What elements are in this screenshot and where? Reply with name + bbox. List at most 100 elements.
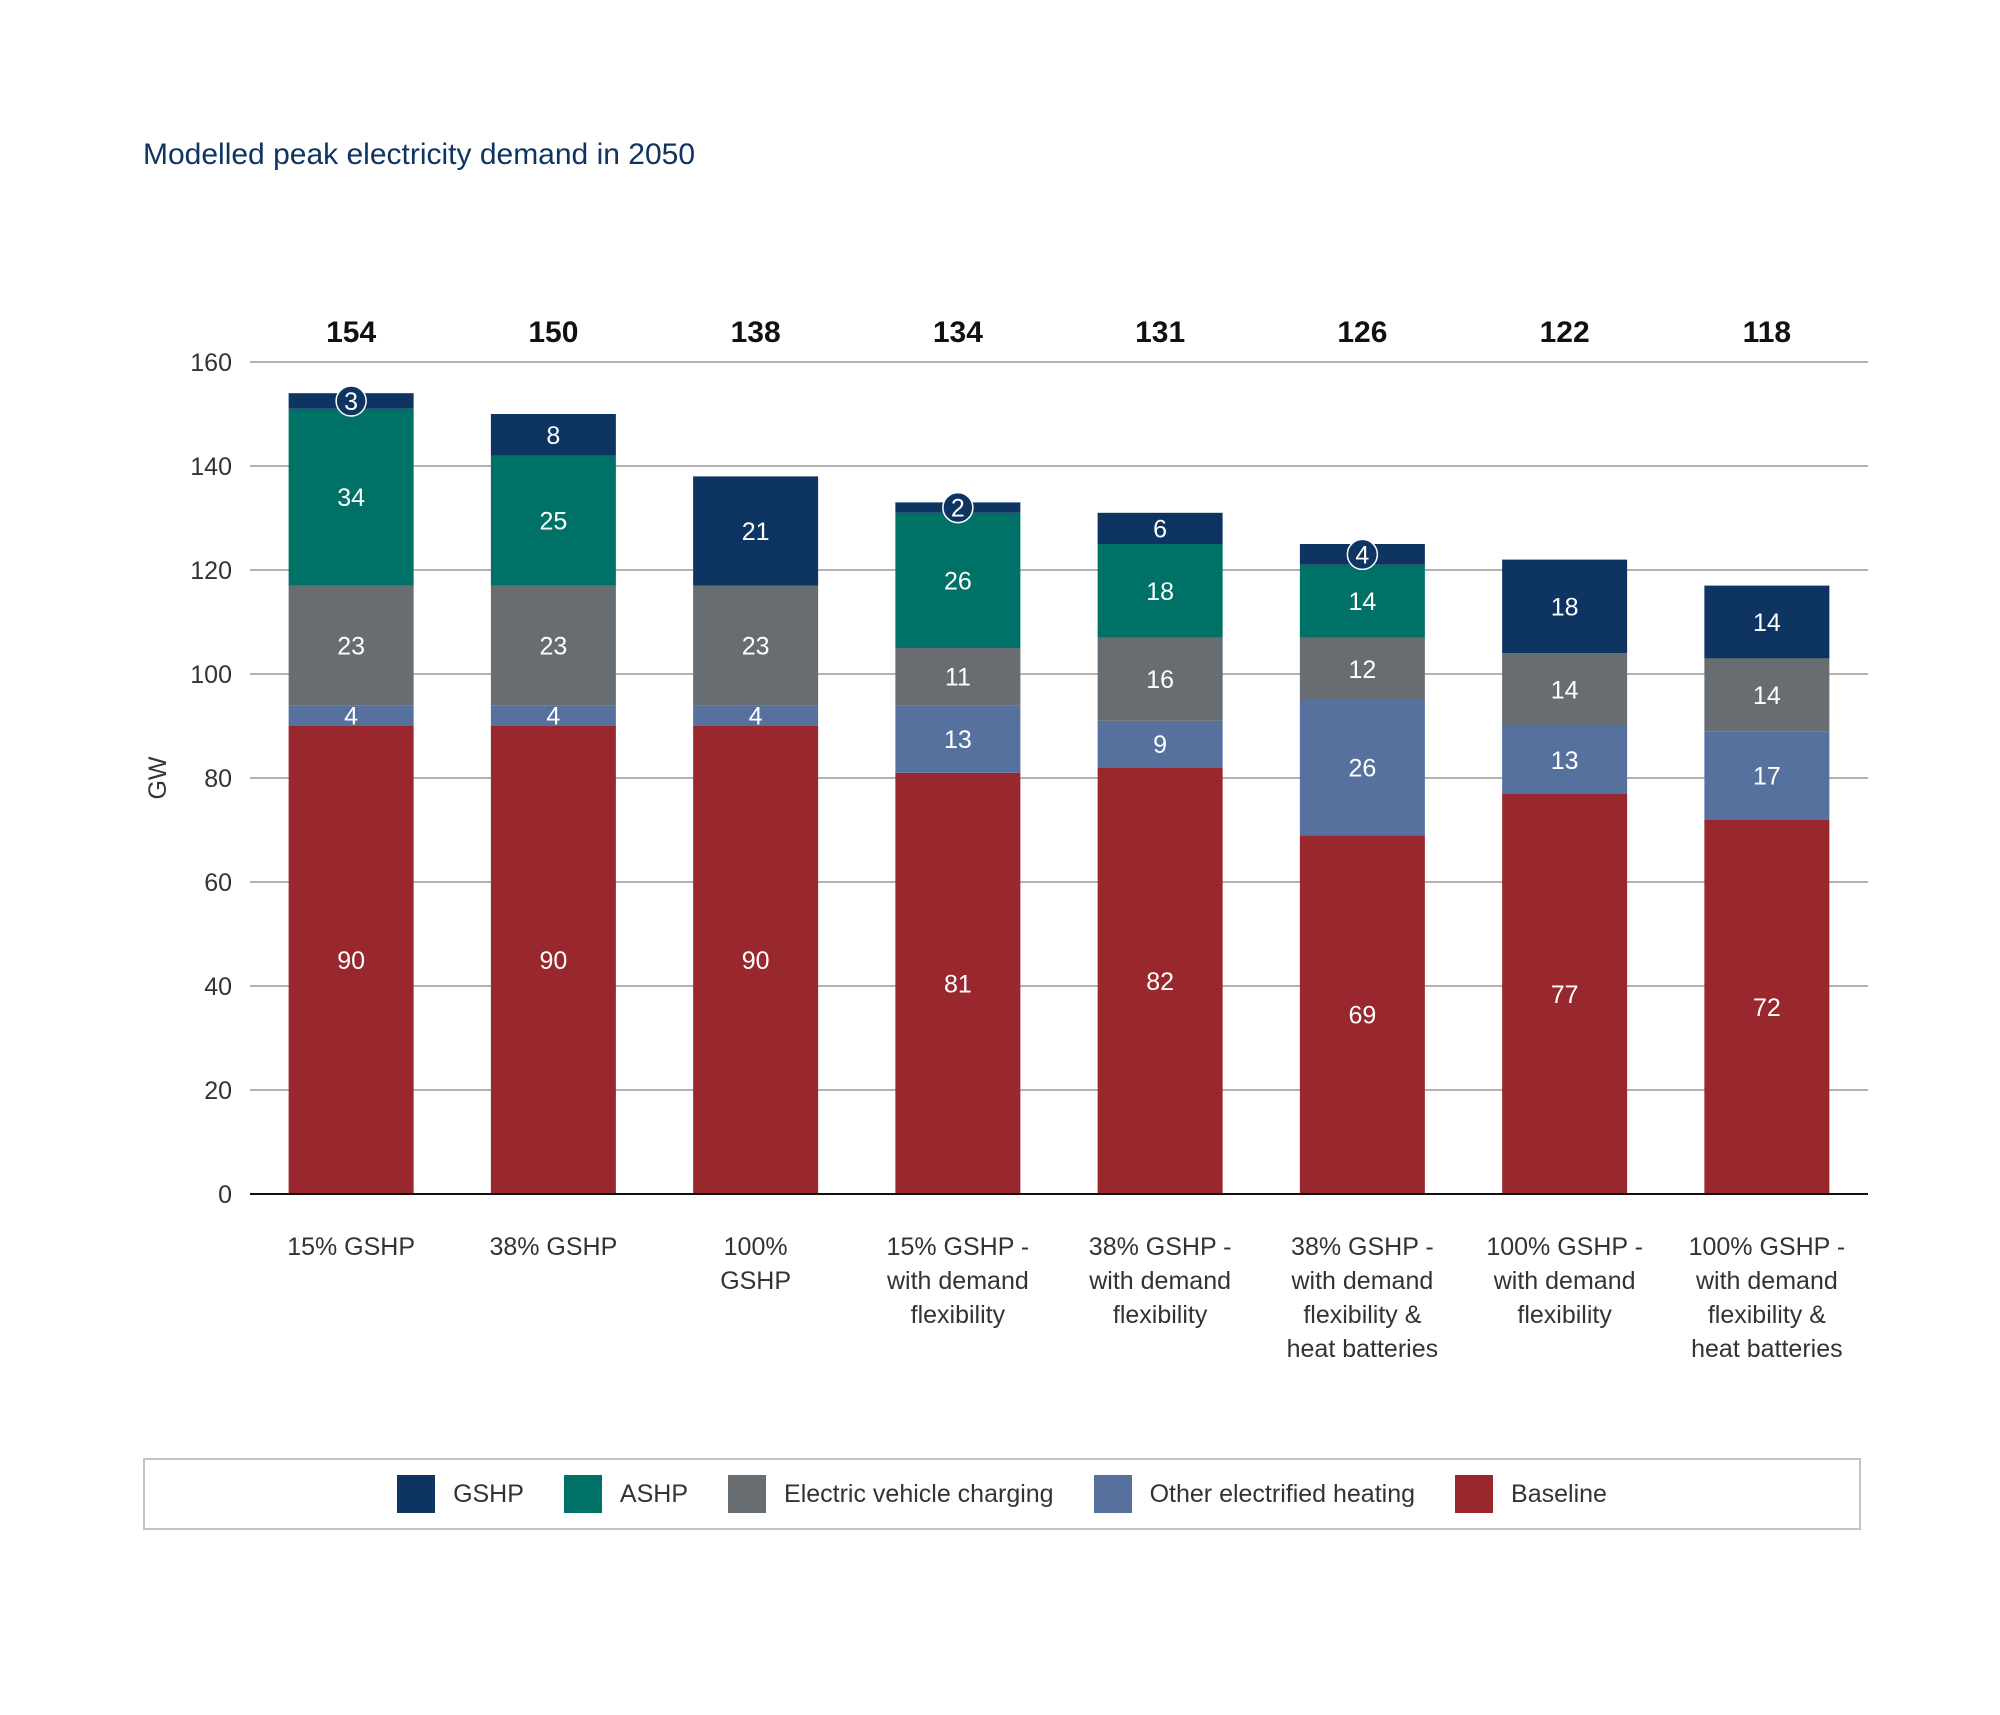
data-label: 81 (944, 970, 972, 998)
x-tick-label: with demand (1088, 1267, 1231, 1295)
bar-segment (1502, 653, 1628, 726)
data-label: 90 (337, 947, 365, 975)
legend-item: ASHP (563, 1475, 688, 1513)
data-label: 25 (539, 508, 567, 536)
x-tick-label: heat batteries (1287, 1335, 1439, 1363)
legend-swatch (1093, 1475, 1132, 1513)
data-label: 9 (1153, 731, 1167, 759)
value-badge (1346, 538, 1379, 571)
total-label: 134 (933, 316, 983, 349)
y-tick-label: 140 (190, 453, 232, 481)
bar-segment (693, 476, 819, 586)
data-label: 77 (1551, 981, 1579, 1009)
x-tick-label: flexibility (911, 1301, 1006, 1329)
x-tick-label: with demand (886, 1267, 1029, 1295)
y-tick-label: 60 (204, 869, 232, 897)
data-label: 23 (539, 632, 567, 660)
bar-segment (1502, 726, 1628, 794)
legend-label: GSHP (453, 1479, 524, 1508)
bar-segment (288, 726, 414, 1194)
data-label: 4 (1355, 541, 1369, 569)
data-label: 21 (742, 518, 770, 546)
bar-segment (1299, 700, 1425, 836)
data-label: 12 (1348, 656, 1376, 684)
data-label: 23 (742, 632, 770, 660)
total-label: 138 (731, 316, 781, 349)
bar-segment (693, 726, 819, 1194)
total-label: 126 (1337, 316, 1387, 349)
data-label: 3 (344, 388, 358, 416)
x-tick-label: 100% (724, 1233, 788, 1261)
value-badge (942, 491, 974, 524)
data-label: 18 (1146, 578, 1174, 606)
bar-segment (490, 414, 616, 456)
y-tick-label: 40 (204, 973, 232, 1001)
legend-label: Electric vehicle charging (784, 1479, 1054, 1508)
x-tick-label: with demand (1493, 1267, 1636, 1295)
x-tick-label: flexibility & (1708, 1301, 1826, 1329)
legend-swatch (563, 1475, 602, 1513)
bar-segment (1097, 544, 1223, 638)
data-label: 11 (945, 664, 971, 692)
bar-segment (490, 726, 616, 1194)
data-label: 4 (749, 703, 763, 731)
legend-swatch (397, 1475, 436, 1513)
x-tick-label: 15% GSHP (287, 1233, 415, 1261)
data-label: 26 (1348, 755, 1376, 783)
bar-segment (490, 705, 616, 726)
bar-segment (1097, 512, 1223, 544)
y-tick-label: 80 (204, 765, 232, 793)
bar-segment (1097, 637, 1223, 721)
bar-segment (288, 408, 414, 586)
bar-segment (895, 772, 1021, 1194)
legend-item: Electric vehicle charging (728, 1475, 1054, 1513)
data-label: 16 (1146, 666, 1174, 694)
bar-segment (693, 705, 819, 726)
total-label: 131 (1135, 316, 1185, 349)
x-tick-label: flexibility & (1303, 1301, 1421, 1329)
y-axis-label: GW (144, 756, 172, 799)
data-label: 34 (337, 484, 365, 512)
bar-segment (288, 705, 414, 726)
bar-segment (693, 585, 819, 706)
data-label: 18 (1551, 593, 1579, 621)
legend-swatch (1455, 1475, 1494, 1513)
x-tick-label: 100% GSHP - (1689, 1233, 1846, 1261)
y-tick-label: 20 (204, 1077, 232, 1105)
x-tick-label: heat batteries (1691, 1335, 1843, 1363)
legend-swatch (728, 1475, 767, 1513)
data-label: 14 (1348, 588, 1376, 616)
data-label: 14 (1753, 609, 1781, 637)
x-tick-label: 38% GSHP (489, 1233, 617, 1261)
data-label: 69 (1348, 1002, 1376, 1030)
data-label: 90 (539, 947, 567, 975)
total-label: 150 (528, 316, 578, 349)
x-tick-label: with demand (1291, 1267, 1434, 1295)
bar-segment (1502, 559, 1628, 654)
x-tick-label: 15% GSHP - (887, 1233, 1030, 1261)
x-tick-label: 38% GSHP - (1089, 1233, 1232, 1261)
bar-segment (490, 455, 616, 586)
chart-title: Modelled peak electricity demand in 2050 (143, 138, 695, 171)
bar-segment (1502, 793, 1628, 1194)
bar-segment (1704, 731, 1830, 820)
total-label: 154 (326, 316, 376, 349)
data-label: 8 (546, 422, 560, 450)
data-label: 13 (1551, 747, 1579, 775)
legend-item: GSHP (397, 1475, 524, 1513)
bar-segment (1704, 658, 1830, 732)
data-label: 4 (344, 703, 358, 731)
bar-segment (490, 585, 616, 706)
data-label: 6 (1153, 515, 1167, 543)
bar-segment (1299, 637, 1425, 700)
data-label: 4 (546, 703, 560, 731)
bar-segment (1704, 585, 1830, 659)
data-label: 23 (337, 632, 365, 660)
bar-segment (1704, 819, 1830, 1194)
data-label: 72 (1753, 994, 1781, 1022)
value-badge (335, 385, 367, 417)
data-label: 13 (944, 726, 972, 754)
x-tick-label: flexibility (1517, 1301, 1612, 1329)
x-tick-label: GSHP (720, 1267, 791, 1295)
